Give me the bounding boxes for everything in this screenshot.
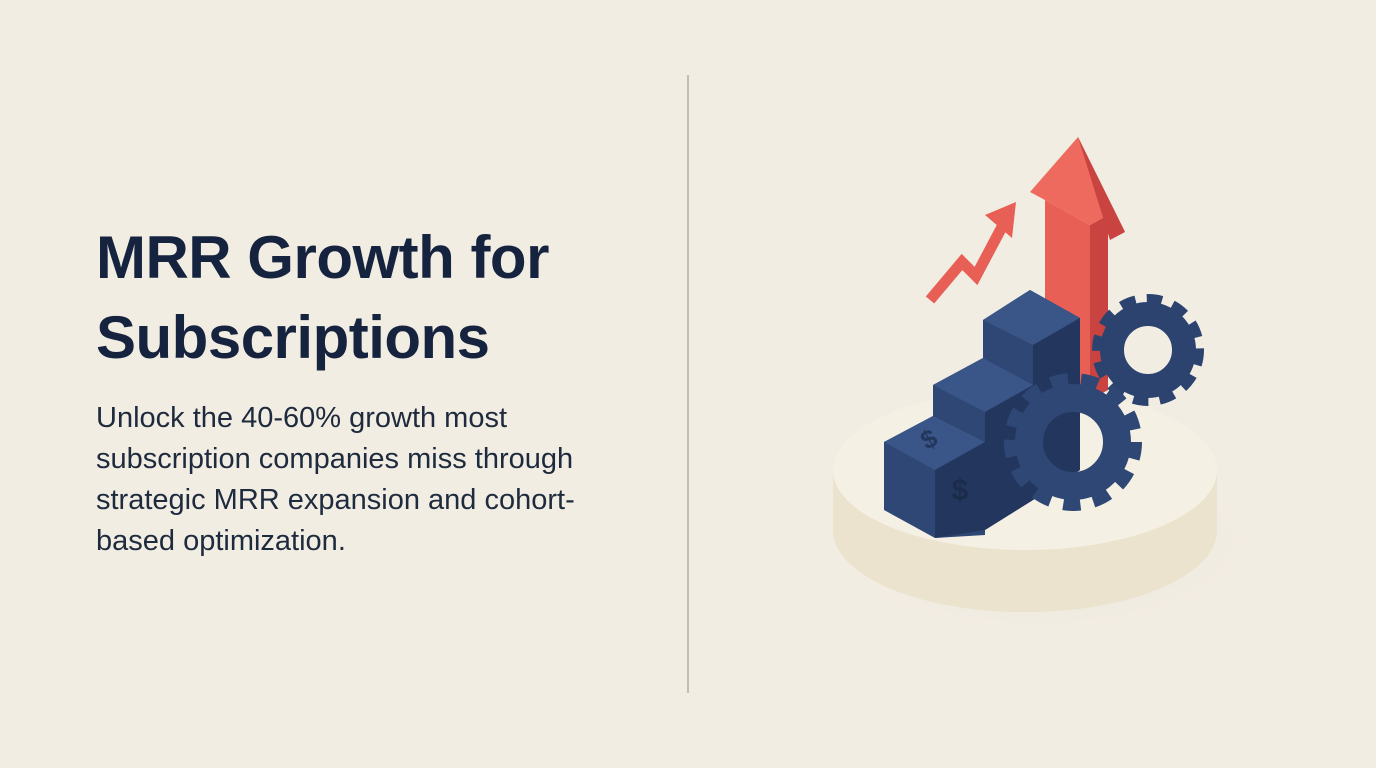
divider [687, 75, 689, 693]
svg-text:$: $ [952, 474, 969, 507]
illustration: $ $ [810, 137, 1240, 630]
hero-description: Unlock the 40-60% growth most subscripti… [96, 402, 575, 557]
hero-title: MRR Growth for Subscriptions [96, 224, 549, 371]
